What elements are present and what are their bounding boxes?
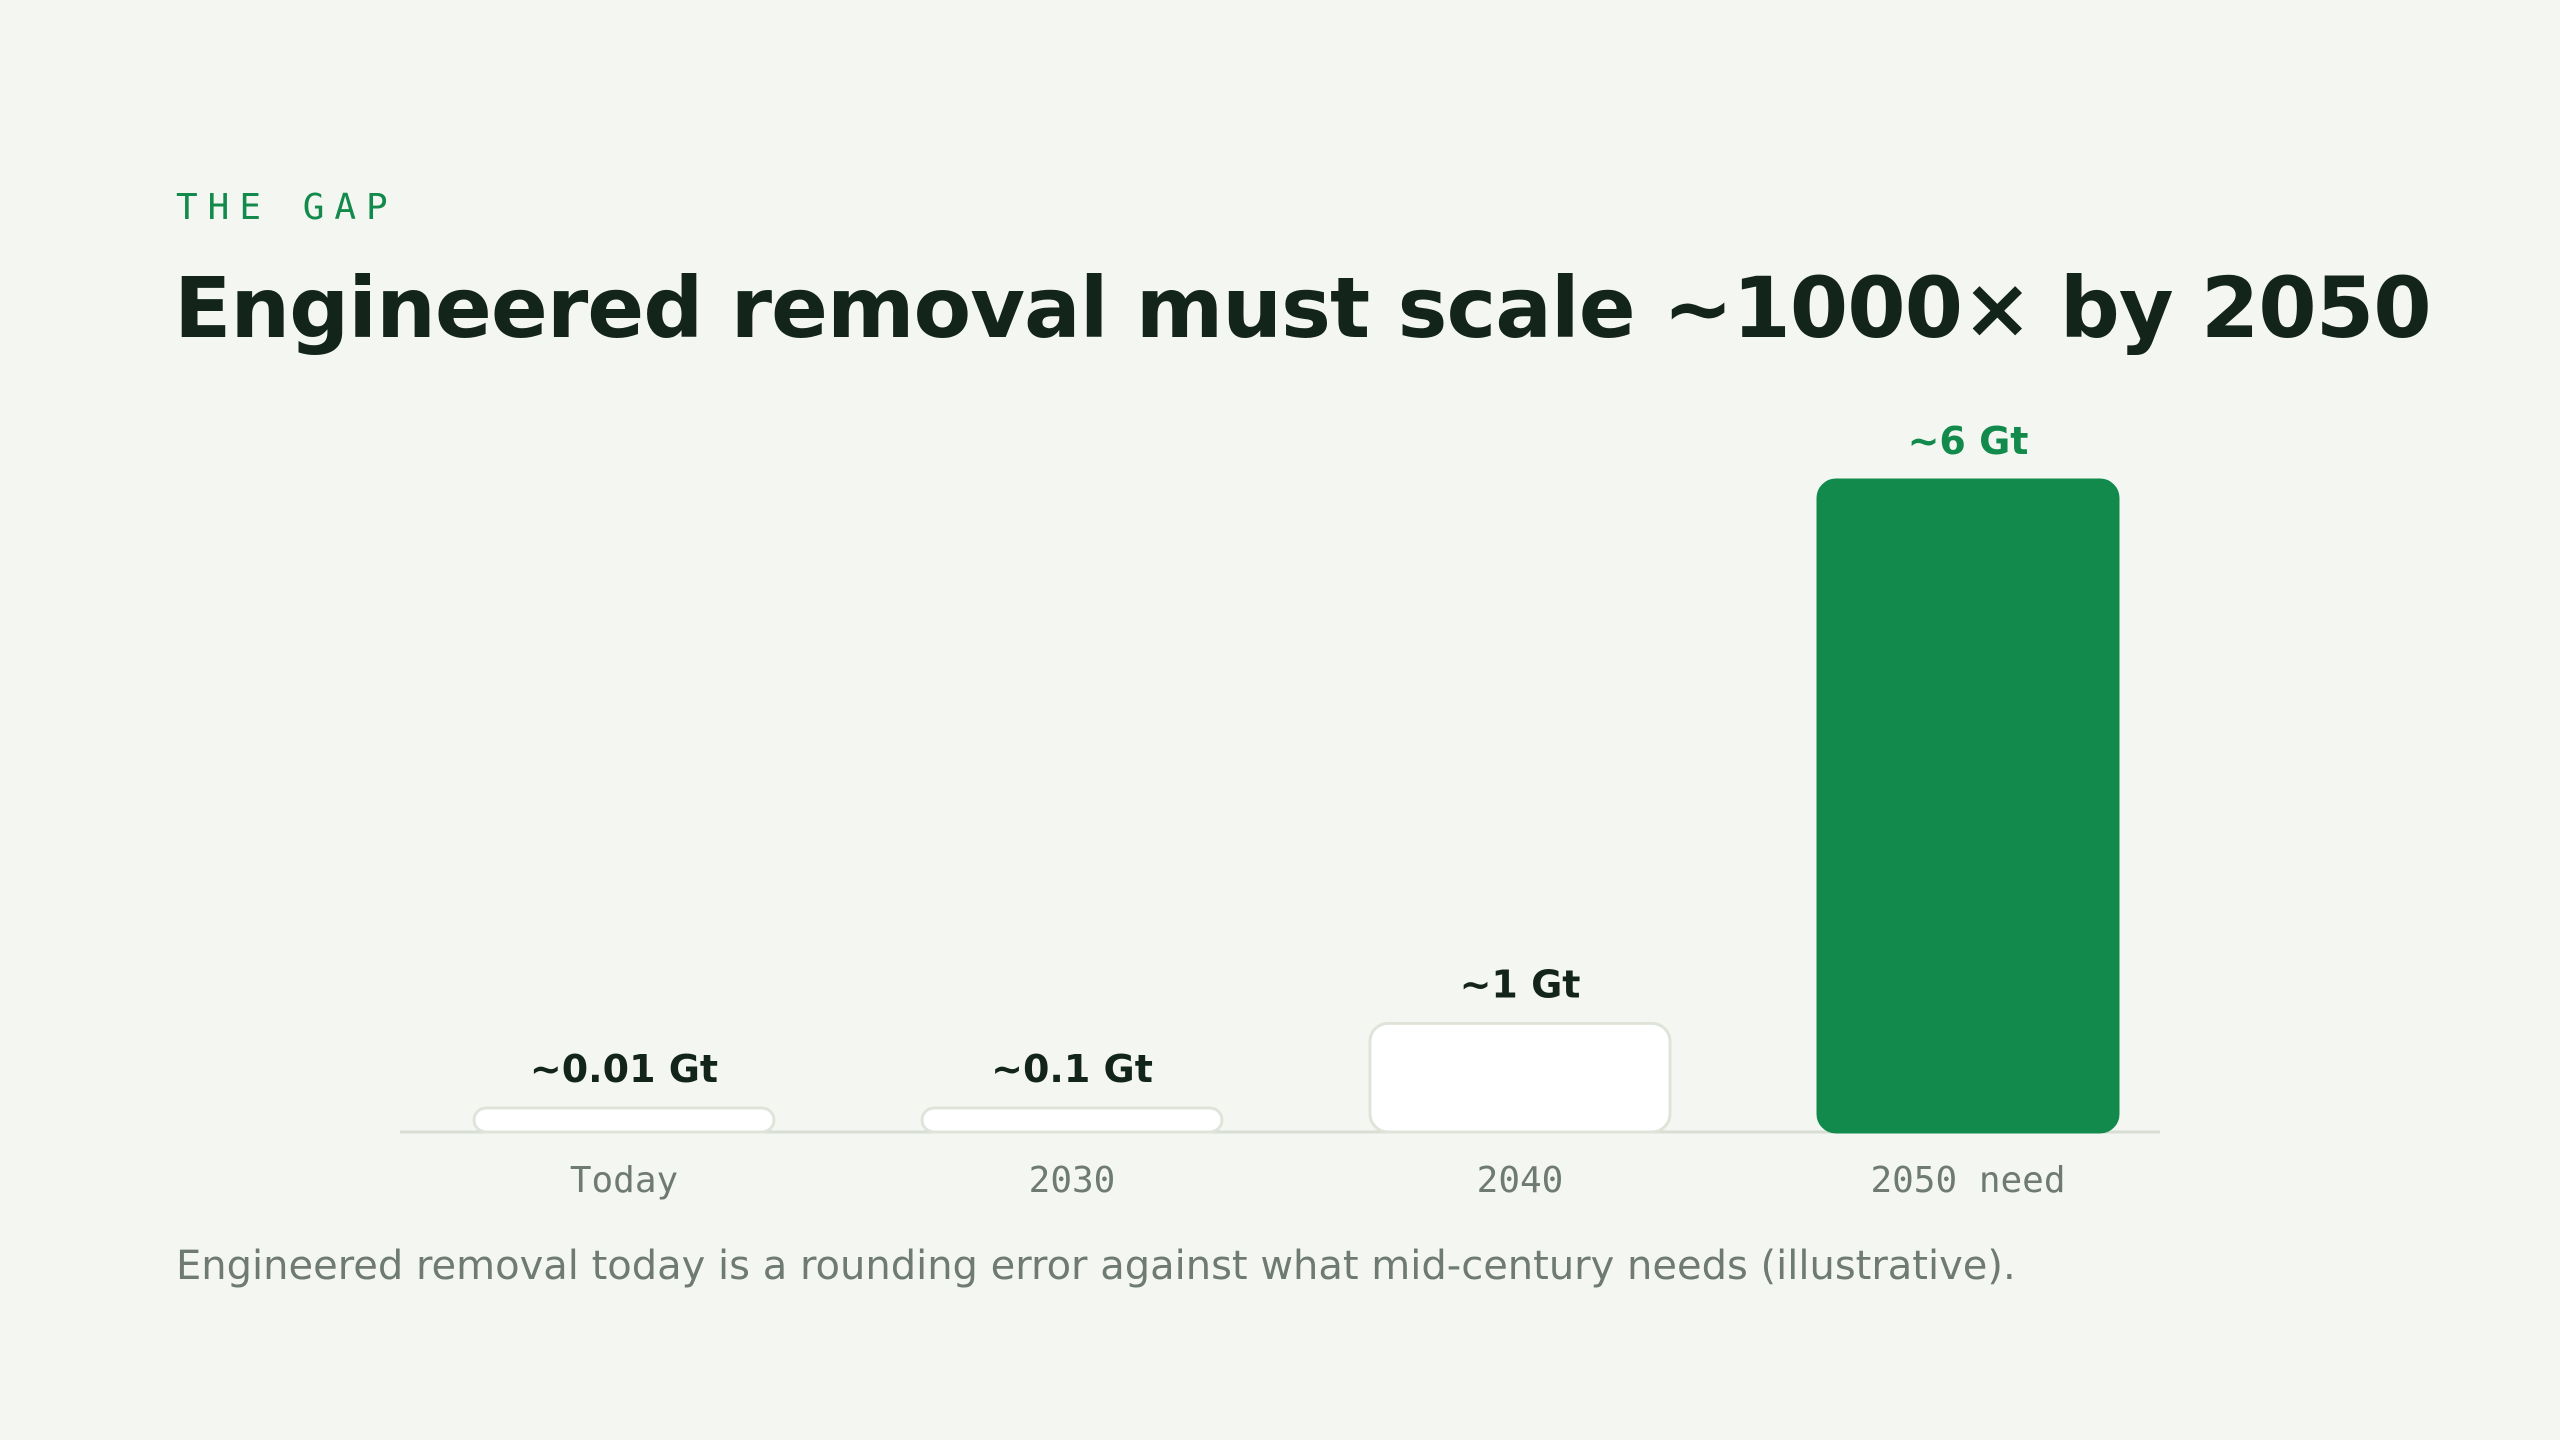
bar-3 [1816, 478, 2120, 1134]
bar-1 [920, 1106, 1224, 1134]
x-tick-label-1: 2030 [1029, 1160, 1116, 1201]
x-tick-label-0: Today [570, 1160, 678, 1201]
x-tick-label-2: 2040 [1477, 1160, 1564, 1201]
bar-0 [472, 1106, 776, 1134]
data-label-3: ~6 Gt [1908, 419, 2029, 463]
eyebrow-label: THE GAP [176, 187, 398, 228]
bar-2 [1368, 1021, 1672, 1134]
data-label-1: ~0.1 Gt [991, 1047, 1153, 1091]
page-title: Engineered removal must scale ~1000× by … [174, 259, 2432, 357]
data-label-2: ~1 Gt [1460, 962, 1581, 1006]
data-label-0: ~0.01 Gt [530, 1047, 718, 1091]
x-tick-label-3: 2050 need [1870, 1160, 2065, 1201]
chart-caption: Engineered removal today is a rounding e… [176, 1243, 2016, 1289]
